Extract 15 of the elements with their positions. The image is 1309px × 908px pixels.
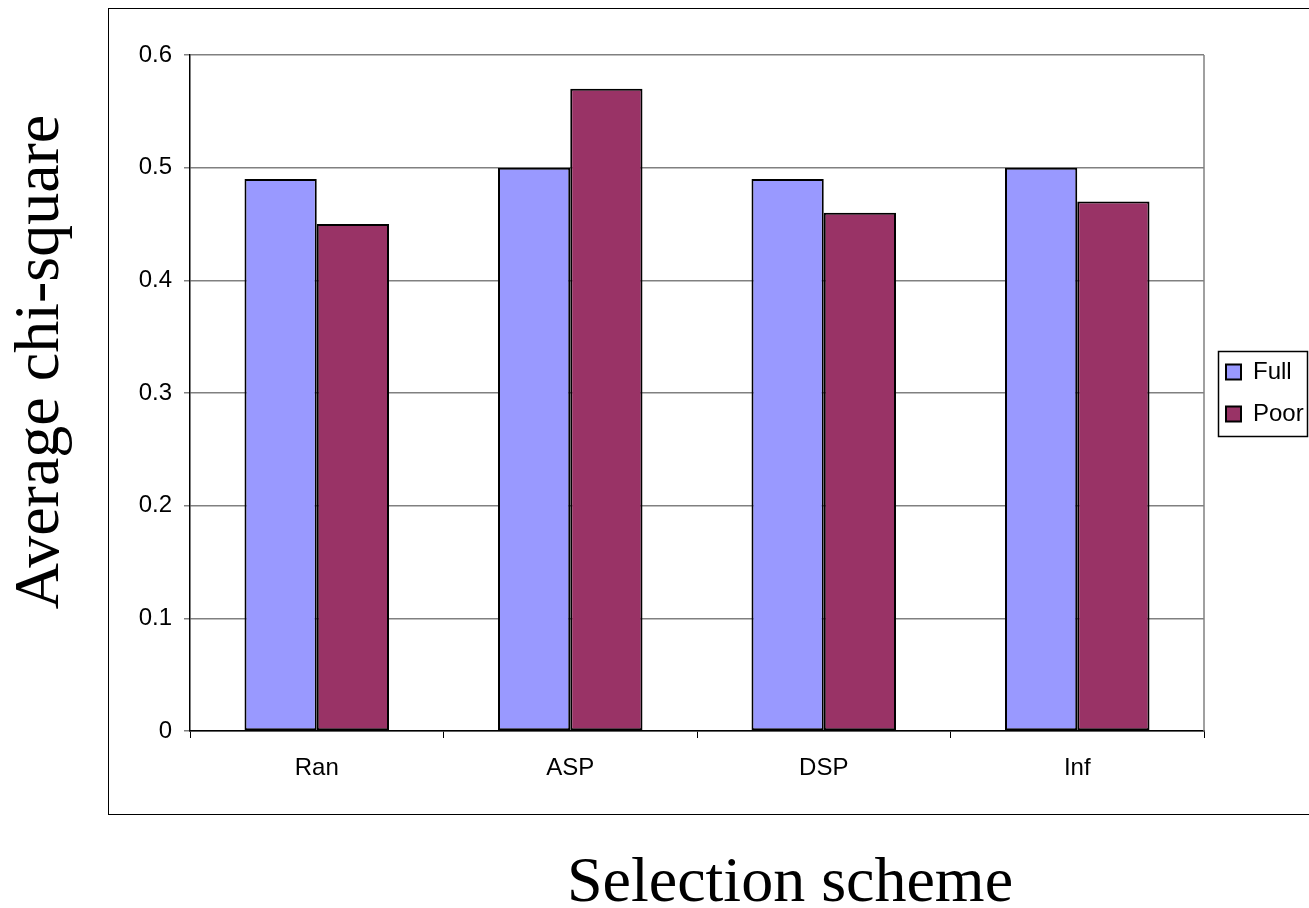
y-tick-label: 0.2 (138, 490, 172, 518)
x-axis-title: Selection scheme (565, 844, 1015, 908)
y-tick-label: 0 (158, 715, 172, 743)
y-tick-label: 0.4 (138, 264, 172, 292)
x-tick-label: Inf (1063, 753, 1091, 781)
legend-label: Poor (1253, 398, 1304, 426)
x-tick-label: Ran (294, 753, 339, 781)
legend-label: Full (1253, 356, 1292, 384)
y-tick-label: 0.5 (138, 152, 172, 180)
x-tick-label: ASP (546, 753, 595, 781)
x-tick-label: DSP (799, 753, 849, 781)
y-tick-label: 0.3 (138, 377, 172, 405)
y-tick-label: 0.1 (138, 602, 172, 630)
y-axis-title: Average chi-square (1, 113, 72, 612)
y-tick-label: 0.6 (138, 39, 172, 67)
